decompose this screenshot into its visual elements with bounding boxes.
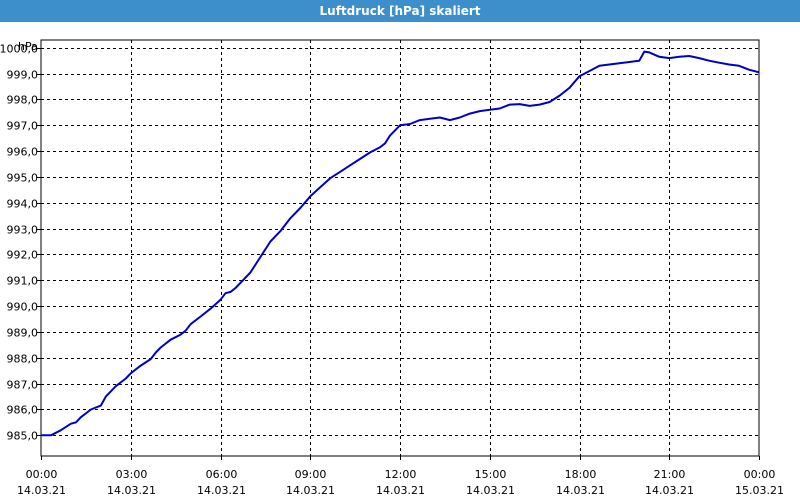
x-tick-date-label: 14.03.21	[376, 484, 425, 497]
y-tick-label: 989,0	[7, 327, 39, 340]
pressure-series-line	[41, 50, 760, 437]
window-titlebar: Luftdruck [hPa] skaliert	[0, 0, 800, 22]
y-tick-label: 993,0	[7, 224, 39, 237]
pressure-line-chart: 985,0 986,0 987,0 988,0 989,0 990,0 991,0 992,0…	[0, 39, 784, 498]
axis-tick-labels: 985,0 986,0 987,0 988,0 989,0 990,0 991,0 992,0…	[0, 43, 784, 498]
x-tick-date-label: 14.03.21	[645, 484, 694, 497]
y-tick-label: 1000,0	[0, 43, 38, 56]
y-tick-label: 987,0	[7, 379, 39, 392]
x-tick-date-label: 14.03.21	[286, 484, 335, 497]
x-tick-time-label: 00:00	[26, 468, 58, 481]
y-tick-label: 994,0	[7, 198, 39, 211]
plot-area-frame	[40, 39, 760, 457]
y-tick-label: 992,0	[7, 249, 39, 262]
y-axis-label: hPa	[18, 40, 38, 53]
y-tick-label: 996,0	[7, 146, 39, 159]
x-tick-date-label: 14.03.21	[466, 484, 515, 497]
x-tick-date-label: 14.03.21	[107, 484, 156, 497]
x-tick-time-label: 12:00	[385, 468, 417, 481]
y-tick-label: 997,0	[7, 120, 39, 133]
x-tick-date-label: 15.03.21	[735, 484, 784, 497]
y-tick-label: 985,0	[7, 430, 39, 443]
y-tick-label: 995,0	[7, 172, 39, 185]
x-tick-date-label: 14.03.21	[556, 484, 605, 497]
x-tick-date-label: 14.03.21	[17, 484, 66, 497]
y-tick-label: 988,0	[7, 353, 39, 366]
x-tick-time-label: 03:00	[116, 468, 148, 481]
y-tick-label: 998,0	[7, 94, 39, 107]
chart-title: Luftdruck [hPa] skaliert	[319, 4, 481, 18]
y-tick-label: 990,0	[7, 301, 39, 314]
x-tick-time-label: 06:00	[206, 468, 238, 481]
x-tick-time-label: 09:00	[295, 468, 327, 481]
y-tick-label: 991,0	[7, 275, 39, 288]
x-tick-time-label: 00:00	[744, 468, 776, 481]
x-tick-time-label: 21:00	[654, 468, 686, 481]
x-tick-time-label: 15:00	[475, 468, 507, 481]
grid-lines	[37, 40, 760, 460]
y-tick-label: 986,0	[7, 404, 39, 417]
x-tick-date-label: 14.03.21	[197, 484, 246, 497]
y-tick-label: 999,0	[7, 69, 39, 82]
series-layer	[41, 50, 760, 437]
x-tick-time-label: 18:00	[565, 468, 597, 481]
